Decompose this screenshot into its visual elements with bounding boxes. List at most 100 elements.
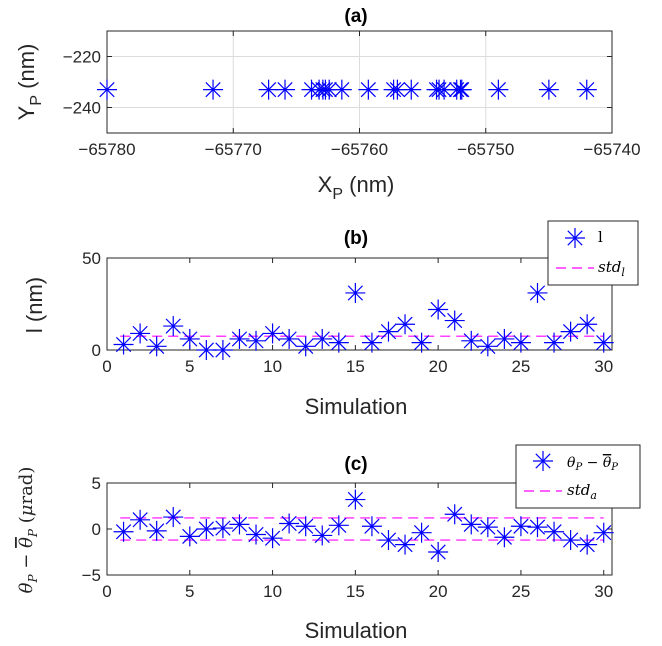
data-point-b [494, 328, 515, 349]
data-point-c [196, 519, 217, 539]
data-point-a [488, 79, 509, 100]
data-point-c [246, 524, 267, 545]
data-point-c [428, 542, 449, 562]
data-point-b [461, 330, 482, 351]
x-tick-label: 20 [429, 582, 448, 601]
data-point-a [97, 79, 117, 100]
x-tick-label: 5 [185, 357, 194, 376]
data-point-a [358, 79, 379, 100]
data-point-b [428, 299, 449, 320]
y-tick-label: 5 [92, 474, 101, 493]
x-tick-label: 0 [102, 357, 111, 376]
data-point-b [246, 330, 267, 351]
x-tick-label: −65770 [205, 140, 262, 159]
panel-b-ticks: 0 5 10 15 20 25 30 0 50 [82, 249, 613, 376]
data-point-b [577, 314, 598, 335]
panel-a-ticks: −65780 −65770 −65760 −65750 −65740 −220 −240 [63, 31, 641, 159]
panel-c-markers [113, 489, 614, 562]
x-tick-label: 20 [429, 357, 448, 376]
panel-b-xlabel: Simulation [305, 394, 408, 419]
panel-c-std-lines [120, 517, 604, 541]
panel-a-xlabel: XP (nm) [318, 172, 395, 203]
data-point-b [262, 323, 283, 344]
data-point-b [345, 282, 366, 303]
data-point-a [331, 79, 352, 100]
data-point-a [451, 79, 472, 100]
data-point-b [544, 332, 565, 353]
y-tick-label: −5 [82, 566, 101, 585]
x-tick-label: −65740 [583, 140, 640, 159]
data-point-c [295, 516, 316, 537]
x-tick-label: 10 [263, 357, 282, 376]
data-point-b [444, 310, 465, 331]
x-tick-label: 10 [263, 582, 282, 601]
data-point-b [560, 321, 581, 342]
data-point-a [275, 79, 296, 100]
panel-c-legend: θP − θP stda [515, 444, 641, 509]
y-tick-label: 0 [92, 341, 101, 360]
data-point-c [444, 504, 465, 525]
data-point-a [576, 79, 597, 100]
legend-marker-theta [533, 451, 553, 471]
data-point-a [538, 79, 559, 100]
data-point-c [146, 520, 167, 541]
data-point-a [203, 79, 224, 100]
data-point-b [179, 328, 200, 349]
panel-c-title: (c) [344, 454, 367, 475]
data-point-b [163, 316, 184, 337]
panel-b-legend-box [547, 220, 639, 286]
panel-a-markers [97, 79, 597, 100]
panel-b: (b) 0 5 10 15 20 25 30 0 50 Simulation l (nm) l … [22, 220, 639, 419]
data-point-b [395, 314, 416, 335]
data-point-c [544, 521, 565, 542]
x-tick-label: 15 [346, 582, 365, 601]
data-point-b [328, 332, 349, 353]
data-point-b [229, 328, 250, 349]
data-point-b [295, 336, 316, 357]
data-point-b [196, 340, 217, 360]
x-tick-label: 5 [185, 582, 194, 601]
panel-b-title: (b) [344, 228, 368, 249]
data-point-c [378, 530, 399, 551]
panel-b-legend: l stdl [547, 220, 639, 286]
data-point-b [130, 323, 151, 344]
data-point-c [345, 489, 366, 510]
data-point-b [477, 336, 498, 357]
data-point-b [510, 332, 531, 353]
panel-c-ylabel: θP − θP (μrad) [16, 467, 40, 594]
data-point-b [593, 332, 614, 353]
legend-star-l [565, 228, 585, 248]
data-point-b [212, 340, 233, 360]
data-point-c [461, 514, 482, 535]
data-point-c [395, 534, 416, 555]
y-tick-label: 0 [92, 520, 101, 539]
panel-a-grid [106, 31, 613, 133]
data-point-c [262, 528, 283, 549]
x-tick-label: 0 [102, 582, 111, 601]
data-point-c [279, 513, 300, 534]
x-tick-label: 30 [594, 582, 613, 601]
data-point-c [361, 516, 382, 537]
x-tick-label: 15 [346, 357, 365, 376]
data-point-c [577, 534, 598, 555]
y-tick-label: −220 [63, 48, 101, 67]
data-point-b [411, 332, 432, 353]
x-tick-label: 25 [511, 357, 530, 376]
data-point-c [113, 521, 134, 542]
y-tick-label: 50 [82, 249, 101, 268]
data-point-b [279, 328, 300, 349]
data-point-c [229, 514, 250, 535]
panel-c-xlabel: Simulation [305, 618, 408, 643]
x-tick-label: 25 [511, 582, 530, 601]
data-point-c [411, 522, 432, 543]
data-point-c [163, 507, 184, 528]
data-point-c [328, 515, 349, 536]
legend-label-std-a: stda [567, 481, 597, 502]
panel-a-title: (a) [344, 6, 367, 27]
legend-label-std-l: stdl [598, 258, 625, 279]
x-tick-label: −65780 [78, 140, 135, 159]
legend-label-theta: θP − θP [567, 455, 618, 473]
